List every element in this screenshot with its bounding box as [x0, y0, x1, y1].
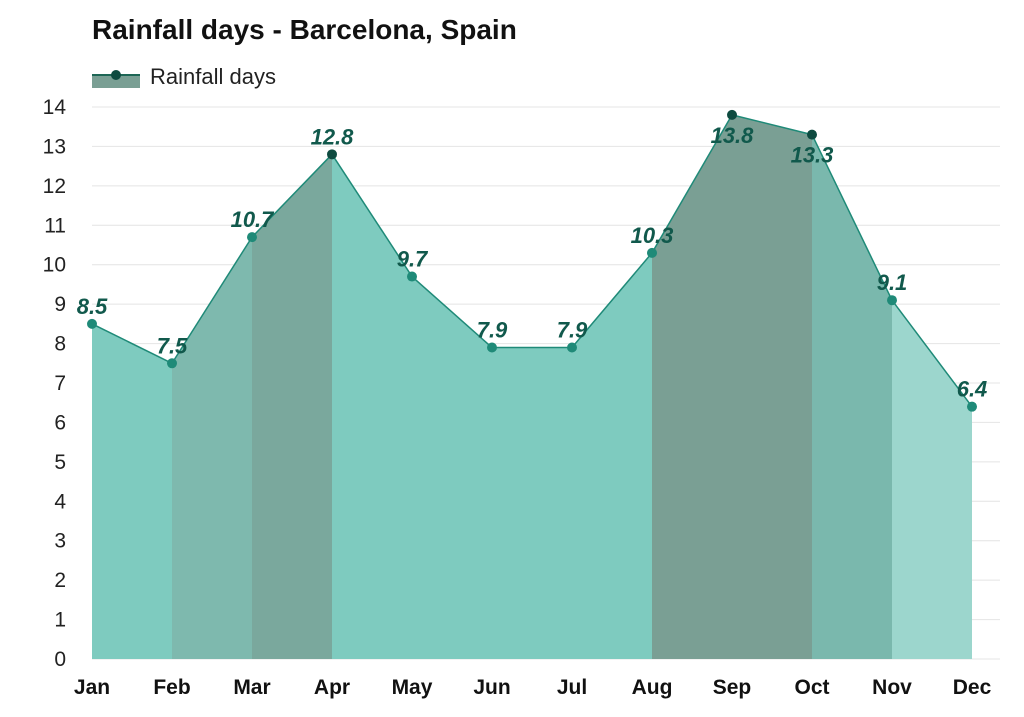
series-line-segment	[331, 153, 413, 277]
data-label: 6.4	[957, 377, 988, 402]
area-segment	[652, 114, 732, 659]
x-tick-label: May	[392, 676, 433, 699]
x-tick-label: Nov	[872, 676, 912, 699]
area-segment	[572, 252, 652, 659]
y-tick-label: 8	[54, 333, 66, 356]
data-point	[167, 358, 177, 369]
area-segment	[812, 134, 892, 660]
y-tick-label: 13	[43, 135, 66, 158]
x-tick-label: Sep	[713, 676, 752, 699]
data-point	[247, 232, 257, 243]
series-line-segment	[731, 114, 813, 136]
x-tick-label: Mar	[233, 676, 270, 699]
area-segment	[892, 300, 972, 659]
y-tick-label: 12	[43, 175, 66, 198]
x-tick-label: Feb	[153, 676, 190, 699]
y-tick-label: 11	[44, 214, 66, 237]
x-tick-label: Apr	[314, 676, 350, 699]
y-tick-label: 0	[54, 648, 66, 671]
area-segment	[412, 276, 492, 659]
data-label: 7.5	[157, 333, 188, 358]
data-label: 10.7	[231, 207, 276, 232]
series-line-segment	[651, 114, 733, 254]
data-point	[647, 247, 657, 258]
y-tick-label: 9	[54, 293, 66, 316]
series-line	[91, 114, 973, 408]
x-tick-label: Jul	[557, 676, 587, 699]
data-label: 13.8	[711, 123, 755, 148]
data-point	[887, 295, 897, 306]
series-line-segment	[171, 236, 253, 364]
y-tick-label: 4	[54, 490, 66, 513]
y-tick-label: 6	[54, 411, 66, 434]
area-segment	[332, 154, 412, 660]
data-point	[487, 342, 497, 353]
series-line-segment	[571, 252, 653, 348]
x-tick-label: Jun	[473, 676, 510, 699]
data-point	[727, 109, 737, 120]
data-point	[567, 342, 577, 353]
data-label: 8.5	[77, 294, 108, 319]
series-line-segment	[251, 153, 333, 238]
data-labels: 8.5 7.5 10.7 12.8 9.7 7.9 7.9 10.3 13.8 13.3 9.1 6.…	[77, 123, 988, 402]
area-segment	[252, 154, 332, 660]
legend-label: Rainfall days	[150, 64, 276, 89]
data-point	[327, 149, 337, 160]
y-tick-label: 3	[54, 530, 66, 553]
y-tick-label: 7	[54, 372, 66, 395]
area-segment	[732, 114, 812, 659]
y-tick-label: 14	[43, 96, 67, 119]
y-tick-label: 1	[54, 609, 66, 632]
data-point	[967, 401, 977, 412]
x-tick-label: Aug	[632, 676, 673, 699]
y-tick-label: 5	[54, 451, 66, 474]
area-segment	[172, 237, 252, 659]
y-tick-label: 10	[43, 254, 66, 277]
data-point	[87, 318, 97, 329]
area-segment	[492, 347, 572, 659]
x-tick-label: Jan	[74, 676, 110, 699]
data-label: 9.7	[397, 247, 429, 272]
data-point	[407, 271, 417, 282]
series-line-segment	[891, 299, 973, 408]
chart-title: Rainfall days - Barcelona, Spain	[92, 14, 517, 45]
data-label: 13.3	[791, 143, 834, 168]
data-label: 9.1	[877, 270, 908, 295]
series-line-segment	[811, 134, 893, 301]
x-tick-label: Oct	[794, 676, 829, 699]
legend[interactable]: Rainfall days	[92, 64, 276, 90]
area-segment	[92, 323, 172, 659]
data-label: 7.9	[477, 318, 508, 343]
area-segments	[92, 114, 972, 660]
series-line-segment	[411, 275, 493, 349]
data-label: 7.9	[557, 318, 588, 343]
legend-swatch-marker	[111, 70, 121, 80]
x-axis: Jan Feb Mar Apr May Jun Jul Aug Sep Oct Nov Dec	[74, 676, 992, 699]
data-point	[807, 129, 817, 140]
data-markers	[87, 109, 977, 412]
x-tick-label: Dec	[953, 676, 992, 699]
legend-swatch	[92, 70, 140, 88]
series-line-segment	[91, 323, 173, 364]
data-label: 12.8	[311, 124, 355, 149]
y-tick-label: 2	[54, 569, 66, 592]
data-label: 10.3	[631, 223, 674, 248]
